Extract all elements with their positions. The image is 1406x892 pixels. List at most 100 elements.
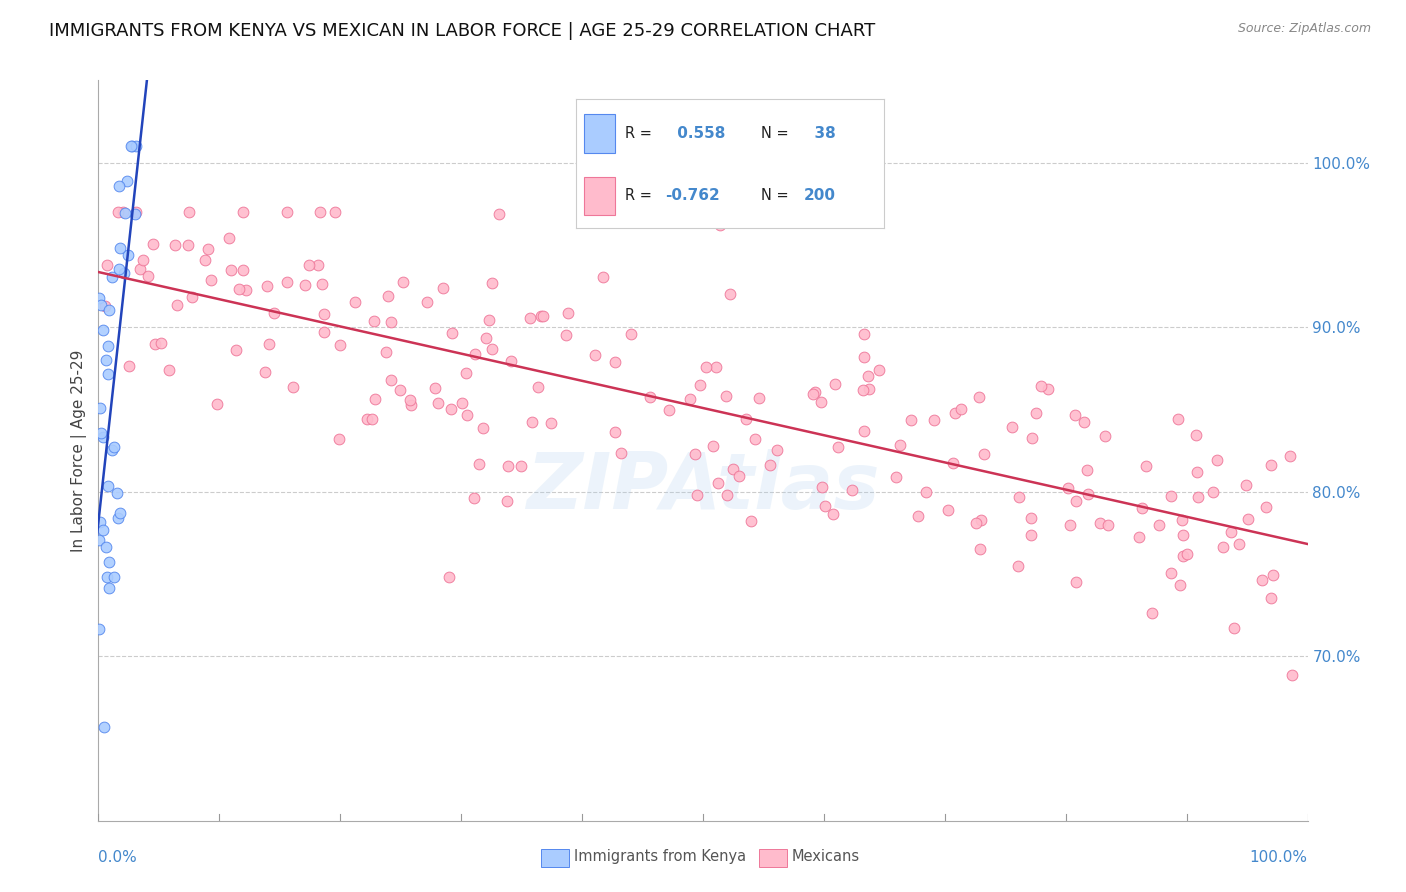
Point: [685, 447, 707, 461]
Point: [325, 205, 347, 219]
Point: [1212, 540, 1234, 554]
Point: [451, 396, 474, 410]
Text: Mexicans: Mexicans: [792, 849, 859, 863]
Point: [938, 503, 960, 517]
Point: [1185, 428, 1208, 442]
Point: [1227, 537, 1250, 551]
Point: [467, 457, 489, 471]
Point: [205, 397, 228, 411]
Point: [311, 277, 333, 291]
Point: [97, 368, 120, 382]
Point: [1173, 549, 1195, 563]
Point: [592, 270, 614, 285]
Point: [91, 430, 114, 444]
Point: [399, 393, 422, 408]
Point: [200, 273, 222, 287]
Point: [1025, 407, 1047, 421]
Point: [695, 360, 717, 375]
Point: [276, 275, 298, 289]
Point: [1007, 558, 1029, 573]
Point: [519, 310, 541, 325]
Point: [1073, 415, 1095, 429]
Point: [530, 309, 553, 323]
Point: [527, 380, 550, 394]
Point: [132, 253, 155, 268]
Point: [225, 343, 247, 357]
Point: [87, 291, 110, 305]
Point: [328, 432, 350, 446]
Text: 0.0%: 0.0%: [98, 850, 138, 865]
Point: [221, 263, 243, 277]
Point: [256, 279, 278, 293]
Point: [94, 540, 117, 554]
Point: [120, 139, 142, 153]
Point: [1279, 450, 1302, 464]
Point: [721, 462, 744, 476]
Point: [112, 266, 135, 280]
Point: [1260, 591, 1282, 605]
Point: [969, 541, 991, 556]
Point: [1254, 500, 1277, 514]
Point: [810, 394, 832, 409]
Text: 100.0%: 100.0%: [1250, 850, 1308, 865]
Point: [686, 488, 709, 502]
Point: [1260, 458, 1282, 473]
Point: [1281, 668, 1303, 682]
Point: [294, 278, 316, 293]
Point: [1234, 478, 1257, 492]
Point: [309, 205, 332, 219]
Point: [1076, 463, 1098, 477]
Point: [107, 510, 129, 524]
Point: [392, 275, 415, 289]
Point: [914, 485, 936, 500]
Point: [97, 339, 120, 353]
Point: [583, 347, 606, 361]
Point: [1128, 530, 1150, 544]
Point: [702, 439, 724, 453]
Point: [1263, 568, 1285, 582]
Point: [557, 306, 579, 320]
Text: Immigrants from Kenya: Immigrants from Kenya: [574, 849, 745, 863]
Point: [495, 493, 517, 508]
Point: [298, 258, 321, 272]
Point: [638, 390, 661, 404]
Point: [1130, 500, 1153, 515]
Point: [110, 507, 132, 521]
Point: [101, 443, 124, 458]
Point: [475, 331, 498, 345]
Point: [1167, 412, 1189, 426]
Point: [1008, 490, 1031, 504]
Point: [603, 425, 626, 439]
Point: [620, 327, 643, 342]
Point: [922, 413, 945, 427]
Point: [1064, 575, 1087, 590]
Point: [91, 523, 114, 537]
Point: [439, 401, 461, 416]
Point: [97, 479, 120, 493]
Point: [117, 248, 139, 262]
Point: [136, 268, 159, 283]
Point: [1059, 518, 1081, 533]
Point: [852, 384, 875, 398]
Point: [425, 381, 447, 395]
Point: [143, 336, 166, 351]
Point: [121, 139, 143, 153]
Point: [232, 262, 254, 277]
Point: [481, 276, 503, 290]
Point: [380, 315, 402, 329]
Point: [89, 515, 111, 529]
Point: [1173, 528, 1195, 542]
Point: [276, 205, 298, 219]
Point: [709, 219, 731, 233]
Point: [886, 470, 908, 484]
Point: [509, 458, 531, 473]
Point: [1057, 482, 1080, 496]
Point: [658, 403, 681, 417]
Text: Source: ZipAtlas.com: Source: ZipAtlas.com: [1237, 22, 1371, 36]
Point: [949, 402, 972, 417]
Point: [364, 392, 387, 407]
Point: [228, 281, 250, 295]
Point: [1160, 489, 1182, 503]
Point: [464, 347, 486, 361]
Point: [1135, 459, 1157, 474]
